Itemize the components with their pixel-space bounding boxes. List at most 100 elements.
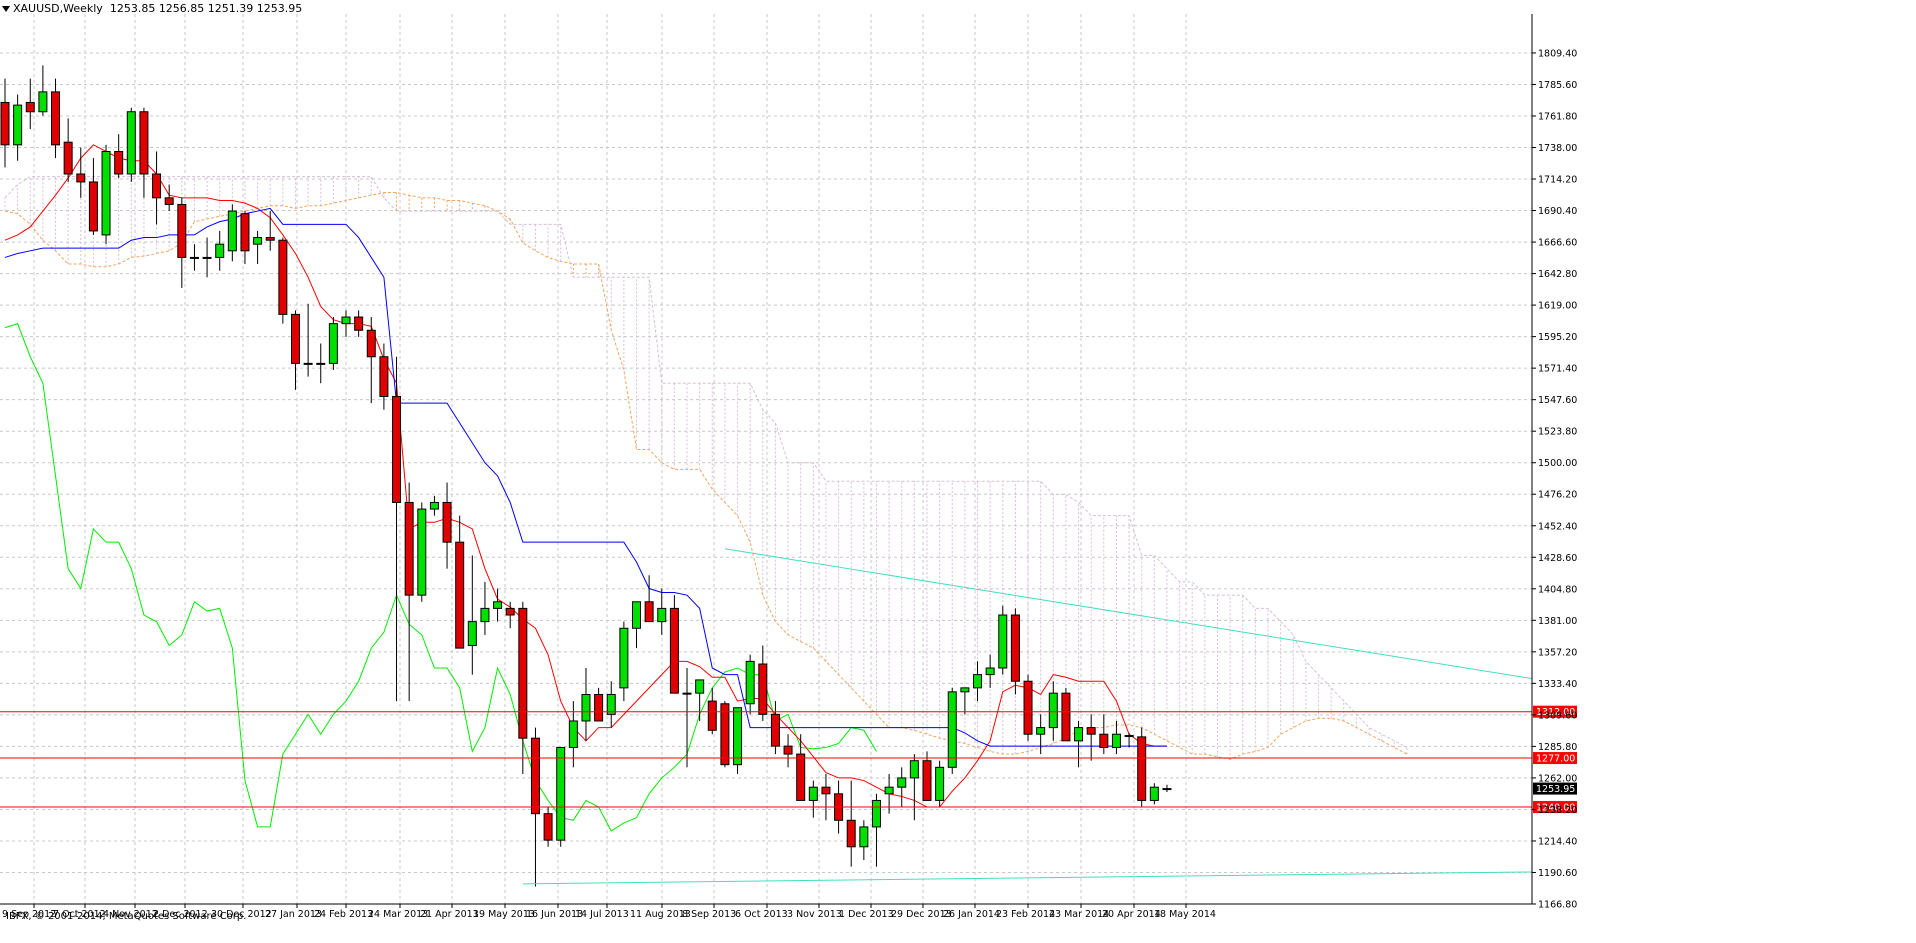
x-tick-label: 23 Mar 2014	[1049, 909, 1109, 920]
x-tick-label: 30 Dec 2012	[211, 909, 272, 920]
candle	[177, 197, 187, 288]
bull-candle-body	[253, 237, 263, 245]
candle	[1061, 687, 1071, 742]
candle	[619, 621, 629, 702]
bear-candle-body	[720, 703, 730, 766]
x-tick-label: 20 Apr 2014	[1102, 909, 1161, 920]
bear-candle-body	[379, 356, 389, 397]
candle	[796, 734, 806, 801]
level-price-label: 1312.00	[1536, 707, 1575, 718]
overlays: 1312.00 1277.00 1240.00 1253.95	[0, 548, 1577, 885]
candle	[202, 237, 212, 278]
candle	[808, 780, 818, 818]
candle	[379, 343, 389, 410]
bear-candle-body	[758, 663, 768, 715]
bear-candle-body	[442, 501, 452, 543]
bear-candle-body	[770, 713, 780, 747]
candle	[1124, 732, 1134, 748]
bear-candle-body	[354, 316, 364, 331]
y-tick-label: 1619.00	[1538, 301, 1577, 312]
x-tick-label: 21 Apr 2013	[420, 909, 479, 920]
candle	[63, 118, 73, 182]
candle	[518, 601, 528, 774]
chikou-span-line	[4, 323, 877, 832]
senkou-span-b-line	[4, 176, 1408, 748]
bull-candle-body	[884, 786, 894, 795]
bear-candle-body	[669, 607, 679, 694]
candle	[1048, 681, 1058, 741]
bear-candle-body	[1061, 692, 1071, 742]
bull-candle-body	[985, 667, 995, 676]
candle	[114, 134, 124, 178]
y-tick-label: 1428.60	[1538, 553, 1577, 564]
candle	[227, 204, 237, 262]
candle	[821, 773, 831, 821]
candle	[594, 687, 604, 722]
y-tick-label: 1238.20	[1538, 805, 1577, 816]
y-tick-label: 1523.80	[1538, 427, 1577, 438]
y-tick-label: 1214.40	[1538, 836, 1577, 847]
copyright-notice: IBFX, © 2001-2014, MetaQuotes Software C…	[6, 911, 247, 922]
bull-candle-body	[657, 607, 667, 623]
level-price-badge	[1533, 705, 1577, 718]
candle	[1086, 714, 1096, 761]
bear-candle-body	[1023, 680, 1033, 735]
chart-title: XAUUSD,Weekly 1253.85 1256.85 1251.39 12…	[2, 2, 302, 15]
symbol-label: XAUUSD,Weekly	[13, 2, 103, 15]
bull-candle-body	[1124, 735, 1134, 738]
bear-candle-body	[63, 141, 73, 175]
bull-candle-body	[227, 210, 237, 252]
candle	[467, 555, 477, 675]
bear-candle-body	[0, 101, 10, 146]
trendline	[724, 548, 1533, 680]
bull-candle-body	[897, 777, 907, 788]
senkou-span-a-line	[4, 192, 1408, 760]
candle	[556, 746, 566, 847]
candle	[278, 237, 288, 324]
y-tick-label: 1476.20	[1538, 490, 1577, 501]
candle	[38, 65, 48, 116]
bear-candle-body	[25, 101, 35, 113]
candle	[720, 701, 730, 768]
bear-candle-body	[821, 786, 831, 795]
candle	[669, 595, 679, 694]
bull-candle-body	[13, 104, 23, 146]
candle	[1137, 727, 1147, 808]
bull-candle-body	[960, 687, 970, 693]
y-tick-label: 1809.40	[1538, 48, 1577, 59]
bull-candle-body	[606, 693, 616, 715]
bear-candle-body	[455, 541, 465, 649]
y-tick-label: 1785.60	[1538, 80, 1577, 91]
x-tick-label: 16 Jun 2013	[526, 909, 583, 920]
candle	[455, 515, 465, 649]
bear-candle-body	[392, 395, 402, 503]
collapse-triangle-icon[interactable]	[2, 6, 10, 12]
bear-candle-body	[1086, 727, 1096, 735]
y-tick-label: 1500.00	[1538, 458, 1577, 469]
candle	[265, 211, 275, 251]
bull-candle-body	[429, 501, 439, 510]
candle	[341, 310, 351, 337]
y-tick-label: 1714.20	[1538, 175, 1577, 186]
candle	[51, 78, 61, 159]
y-tick-label: 1547.60	[1538, 395, 1577, 406]
candle	[101, 144, 111, 245]
bull-candle-body	[480, 607, 490, 623]
candle	[909, 754, 919, 821]
y-tick-label: 1595.20	[1538, 332, 1577, 343]
bear-candle-body	[88, 181, 98, 232]
x-tick-label: 4 Nov 2012	[103, 909, 158, 920]
candle	[493, 588, 503, 622]
candle	[543, 807, 553, 847]
candle	[783, 734, 793, 768]
bear-candle-body	[51, 91, 61, 146]
x-tick-label: 29 Dec 2013	[891, 909, 952, 920]
y-tick-label: 1666.60	[1538, 238, 1577, 249]
level-price-badge	[1533, 752, 1577, 765]
bear-candle-body	[1010, 614, 1020, 682]
candle	[998, 605, 1008, 675]
candle	[253, 230, 263, 265]
bull-candle-body	[1048, 692, 1058, 729]
